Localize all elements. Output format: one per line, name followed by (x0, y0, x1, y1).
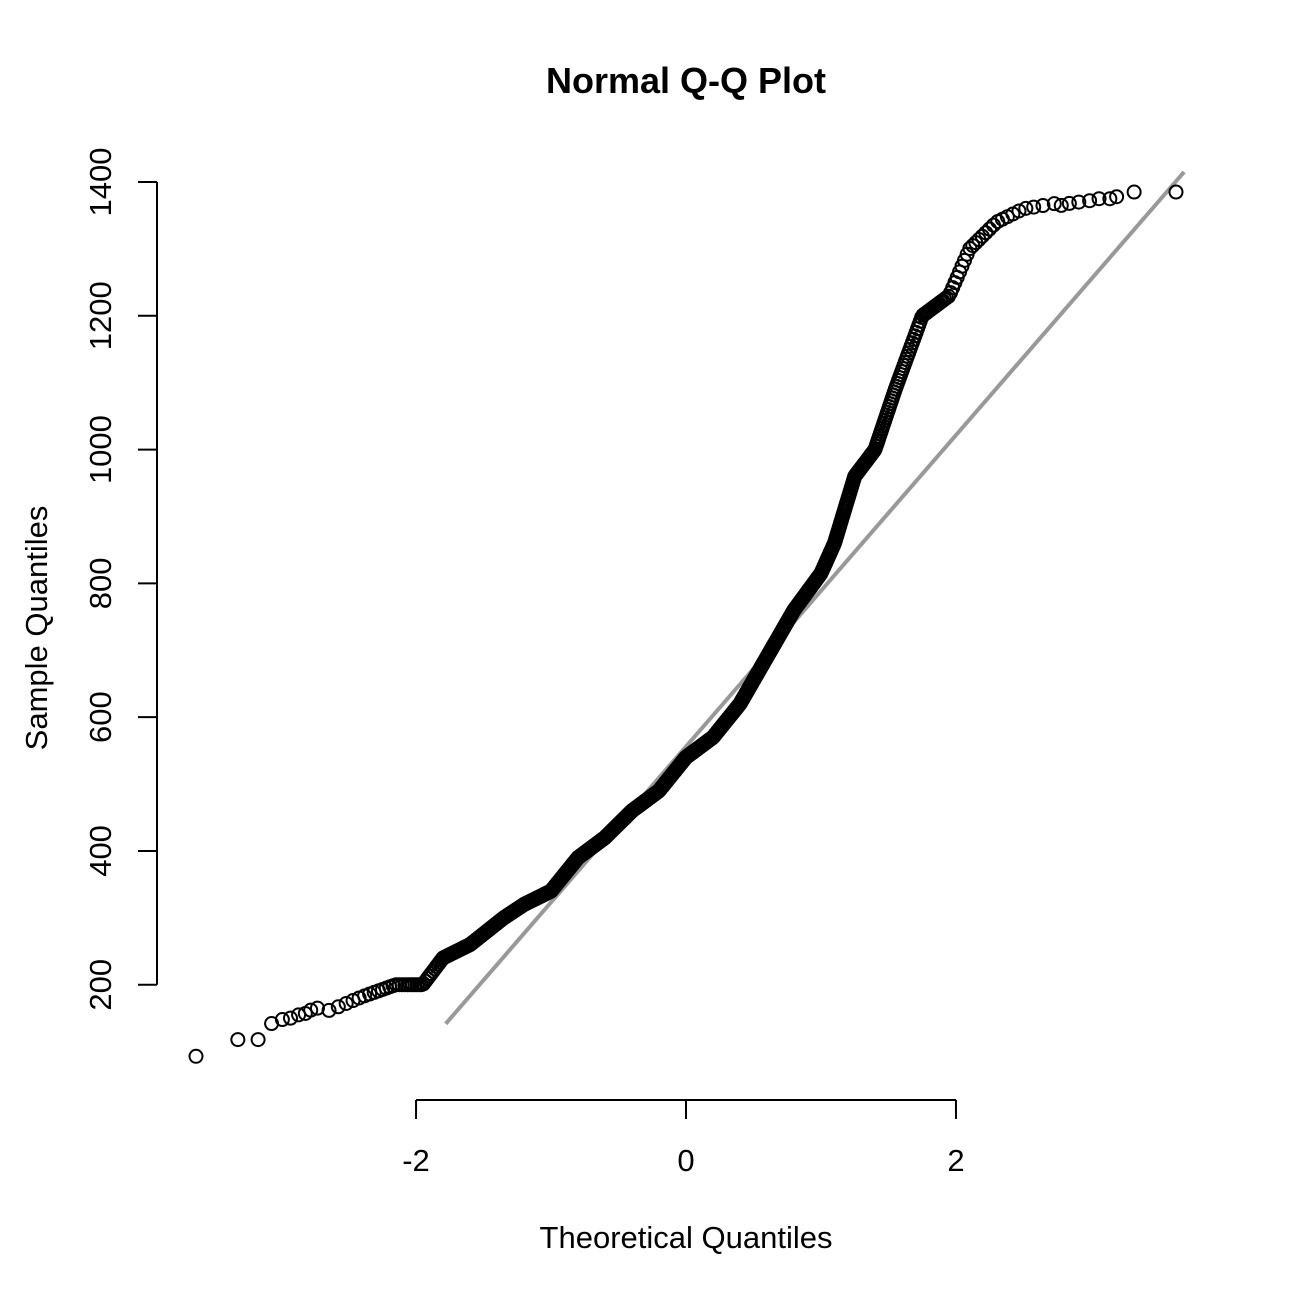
y-tick-label: 600 (83, 691, 118, 743)
data-point (303, 1002, 319, 1018)
data-point (978, 225, 994, 241)
data-point (1011, 203, 1027, 219)
data-point (1061, 195, 1077, 211)
x-axis-label: Theoretical Quantiles (540, 1220, 833, 1255)
data-point (1109, 189, 1125, 205)
data-point (1082, 193, 1098, 209)
data-point (250, 1032, 266, 1048)
data-point (1071, 194, 1087, 210)
data-point (274, 1012, 290, 1028)
y-ticks: 200 400 600 800 1000 1200 1400 (83, 148, 157, 1011)
data-point (1046, 196, 1062, 212)
data-point (1026, 199, 1042, 215)
chart-title: Normal Q-Q Plot (546, 60, 826, 101)
data-point (1102, 191, 1118, 207)
data-point (1126, 184, 1142, 200)
x-ticks: -2 0 2 (402, 1100, 965, 1178)
reference-line (444, 170, 1186, 1026)
x-tick-label: 2 (947, 1143, 964, 1178)
data-points (188, 184, 1184, 1064)
data-point (1091, 191, 1107, 207)
x-tick-label: -2 (402, 1143, 430, 1178)
data-point (330, 999, 346, 1015)
y-tick-label: 800 (83, 557, 118, 609)
data-point (282, 1010, 298, 1026)
data-point (1168, 184, 1184, 200)
y-tick-label: 1200 (83, 281, 118, 350)
data-point (230, 1032, 246, 1048)
data-point (1018, 200, 1034, 216)
data-point (1035, 198, 1051, 214)
data-point (982, 221, 998, 237)
y-tick-label: 200 (83, 959, 118, 1011)
x-tick-label: 0 (677, 1143, 694, 1178)
x-axis: -2 0 2 (402, 1099, 965, 1178)
data-point (309, 1000, 325, 1016)
data-point (188, 1048, 204, 1064)
y-axis: 200 400 600 800 1000 1200 1400 (83, 148, 158, 1011)
plot-area (188, 170, 1186, 1064)
y-tick-label: 1400 (83, 148, 118, 217)
y-tick-label: 1000 (83, 415, 118, 484)
y-axis-label: Sample Quantiles (19, 506, 54, 751)
data-point (1053, 197, 1069, 213)
y-tick-label: 400 (83, 825, 118, 877)
data-point (338, 995, 354, 1011)
